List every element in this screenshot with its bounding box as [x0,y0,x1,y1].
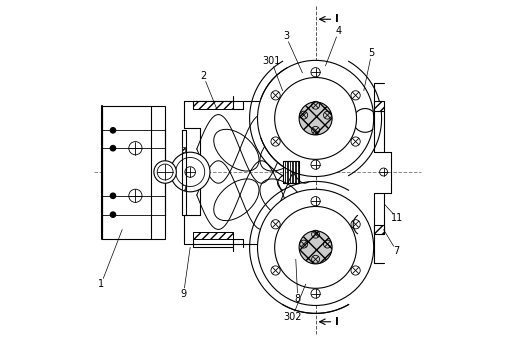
Bar [183,147,185,152]
Text: 9: 9 [180,289,187,299]
Text: 2: 2 [200,71,206,81]
Circle shape [299,102,332,135]
Circle shape [110,128,116,133]
Text: 1: 1 [98,279,104,289]
Text: I: I [336,317,339,327]
Circle shape [176,158,205,186]
Circle shape [171,152,210,192]
Circle shape [110,212,116,217]
Text: 4: 4 [336,26,342,36]
Text: 7: 7 [393,246,400,256]
Circle shape [110,193,116,198]
Text: 8: 8 [295,294,301,304]
Text: I: I [336,14,339,24]
Circle shape [275,206,357,288]
Bar [374,225,384,235]
Circle shape [257,189,374,305]
Text: 302: 302 [283,312,302,322]
Circle shape [275,77,357,159]
Circle shape [257,60,374,176]
Text: 301: 301 [262,56,281,66]
Circle shape [299,231,332,264]
Text: 5: 5 [369,48,375,58]
Text: 11: 11 [391,213,403,223]
Bar [193,100,233,108]
Text: 3: 3 [283,31,289,41]
Bar [183,185,185,190]
Circle shape [154,161,176,183]
Bar [374,100,384,110]
Bar [283,161,299,183]
Bar [193,232,233,239]
Circle shape [110,146,116,151]
Bar [102,106,165,239]
